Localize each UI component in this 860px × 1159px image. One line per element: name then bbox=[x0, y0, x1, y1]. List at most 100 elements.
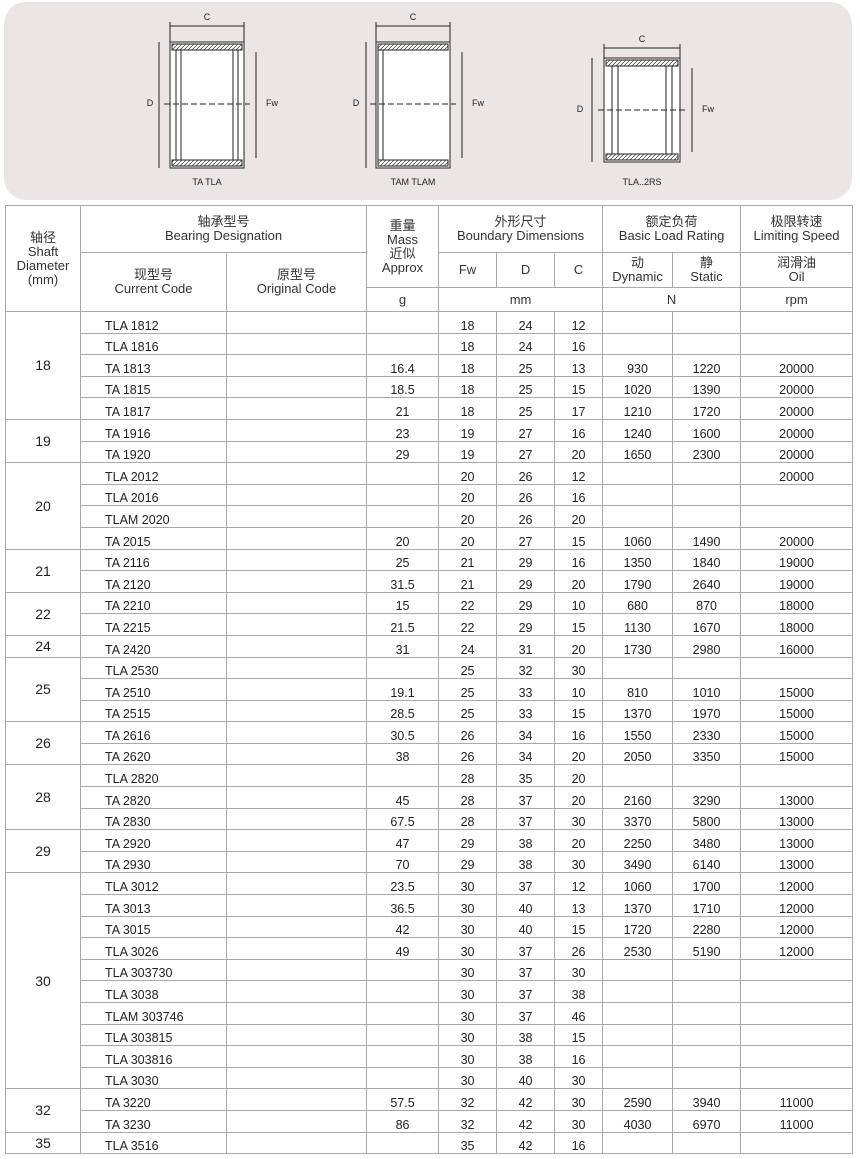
fw-cell: 30 bbox=[438, 937, 498, 960]
static-cell bbox=[672, 505, 742, 528]
c-cell: 20 bbox=[554, 786, 604, 809]
speed-cell: 18000 bbox=[740, 591, 853, 615]
dim-label: C bbox=[410, 12, 417, 22]
unit: N bbox=[602, 287, 742, 312]
speed-cell bbox=[740, 1002, 853, 1025]
speed-cell: 20000 bbox=[740, 462, 853, 485]
speed-cell: 15000 bbox=[740, 699, 853, 723]
dynamic-cell bbox=[602, 656, 674, 680]
dim-label: C bbox=[204, 12, 211, 22]
table-row: TA 2820 45 28 37 20 2160 3290 13000 bbox=[6, 786, 853, 809]
d-cell: 37 bbox=[496, 1002, 556, 1025]
code-cell: TLAM 2020 bbox=[80, 505, 227, 528]
fw-cell: 30 bbox=[438, 915, 498, 939]
fw-cell: 18 bbox=[438, 375, 498, 399]
header-text: 动 bbox=[631, 255, 645, 270]
table-row: TA 2215 21.5 22 29 15 1130 1670 18000 bbox=[6, 613, 853, 636]
mass-cell: 16.4 bbox=[366, 354, 440, 377]
d-cell: 33 bbox=[496, 678, 556, 701]
dim-label: Fw bbox=[472, 98, 484, 108]
table-row: 26 TA 2616 30.5 26 34 16 1550 2330 15000 bbox=[5, 721, 853, 766]
c-cell: 12 bbox=[554, 462, 604, 485]
static-cell: 1220 bbox=[672, 354, 742, 377]
shaft-header: 轴径 Shaft Diameter (mm) bbox=[5, 205, 81, 312]
mass-cell: 21 bbox=[366, 397, 440, 420]
original-cell bbox=[225, 570, 368, 593]
c-cell: 16 bbox=[554, 332, 604, 356]
shaft-cell: 35 bbox=[5, 1131, 81, 1155]
static-cell: 1600 bbox=[672, 418, 742, 442]
original-cell bbox=[225, 440, 368, 464]
mass-cell: 18.5 bbox=[366, 375, 440, 399]
original-cell bbox=[225, 1002, 368, 1025]
code-cell: TLA 3516 bbox=[80, 1131, 227, 1155]
shaft-cell: 20 bbox=[5, 462, 81, 550]
code-cell: TLA 1812 bbox=[80, 311, 227, 334]
table-row: 30 TLA 3012 23.5 30 37 12 1060 1700 12000 bbox=[5, 872, 853, 1090]
c-cell: 30 bbox=[554, 850, 604, 874]
header-text: Approx bbox=[381, 259, 424, 275]
mass-cell: 21.5 bbox=[366, 613, 440, 636]
speed-cell: 13000 bbox=[740, 829, 853, 852]
table-row: TA 2120 31.5 21 29 20 1790 2640 19000 bbox=[6, 570, 853, 593]
mass-cell: 70 bbox=[366, 850, 440, 874]
speed-cell: 19000 bbox=[740, 570, 853, 593]
static-cell: 1390 bbox=[672, 375, 742, 399]
mass-cell: 30.5 bbox=[366, 721, 440, 744]
code-cell: TA 1916 bbox=[80, 418, 227, 442]
mass-cell bbox=[366, 980, 440, 1003]
header-text: 近似 bbox=[389, 245, 416, 261]
c-cell: 12 bbox=[554, 872, 604, 896]
static-cell: 2280 bbox=[672, 915, 742, 939]
table-row: TLA 3026 49 30 37 26 2530 5190 12000 bbox=[6, 937, 853, 960]
diagram-panel: C D Fw TA TLA C D Fw TAM TLAM C D Fw TLA… bbox=[4, 2, 852, 200]
code-cell: TLA 3026 bbox=[80, 937, 227, 960]
mass-cell bbox=[366, 1045, 440, 1068]
c-cell: 17 bbox=[554, 397, 604, 420]
static-cell: 1840 bbox=[672, 548, 742, 572]
mass-cell bbox=[366, 311, 440, 334]
dynamic-cell bbox=[602, 505, 674, 528]
speed-cell: 12000 bbox=[740, 872, 853, 896]
header-text: 重量 bbox=[389, 217, 416, 233]
original-cell bbox=[225, 1109, 368, 1133]
speed-cell: 12000 bbox=[740, 894, 853, 917]
header-text: Basic Load Rating bbox=[618, 228, 725, 243]
c-cell: 30 bbox=[554, 656, 604, 680]
dynamic-cell bbox=[602, 1023, 674, 1047]
fw-cell: 18 bbox=[438, 311, 498, 334]
static-cell: 2330 bbox=[672, 721, 742, 744]
c-cell: 20 bbox=[554, 634, 604, 658]
code-cell: TA 2420 bbox=[80, 634, 227, 658]
speed-cell: 20000 bbox=[740, 375, 853, 399]
diagram-name: TAM TLAM bbox=[391, 177, 436, 187]
c-cell: 13 bbox=[554, 894, 604, 917]
table-row: 22 TA 2210 15 22 29 10 680 870 18000 bbox=[5, 591, 853, 636]
header-text: 极限转速 bbox=[770, 214, 823, 229]
shaft-cell: 29 bbox=[5, 829, 81, 874]
original-cell bbox=[225, 764, 368, 788]
dynamic-cell bbox=[602, 311, 674, 334]
speed-cell: 12000 bbox=[740, 937, 853, 960]
d-cell: 25 bbox=[496, 354, 556, 377]
static-cell: 3350 bbox=[672, 742, 742, 766]
c-cell: 30 bbox=[554, 1109, 604, 1133]
fw-cell: 20 bbox=[438, 483, 498, 507]
shaft-cell: 19 bbox=[5, 418, 81, 464]
code-cell: TA 2210 bbox=[80, 591, 227, 615]
original-cell bbox=[225, 397, 368, 420]
code-cell: TA 2510 bbox=[80, 678, 227, 701]
speed-cell bbox=[740, 332, 853, 356]
static-cell bbox=[672, 1023, 742, 1047]
header-text: Mass bbox=[386, 231, 419, 247]
original-cell bbox=[225, 483, 368, 507]
original-cell bbox=[225, 375, 368, 399]
original-cell bbox=[225, 850, 368, 874]
d-cell: 31 bbox=[496, 634, 556, 658]
code-cell: TA 2830 bbox=[80, 807, 227, 831]
static-cell bbox=[672, 958, 742, 982]
fw-cell: 21 bbox=[438, 548, 498, 572]
shaft-cell: 28 bbox=[5, 764, 81, 831]
code-cell: TLA 2016 bbox=[80, 483, 227, 507]
header-text: Dynamic bbox=[612, 269, 663, 284]
